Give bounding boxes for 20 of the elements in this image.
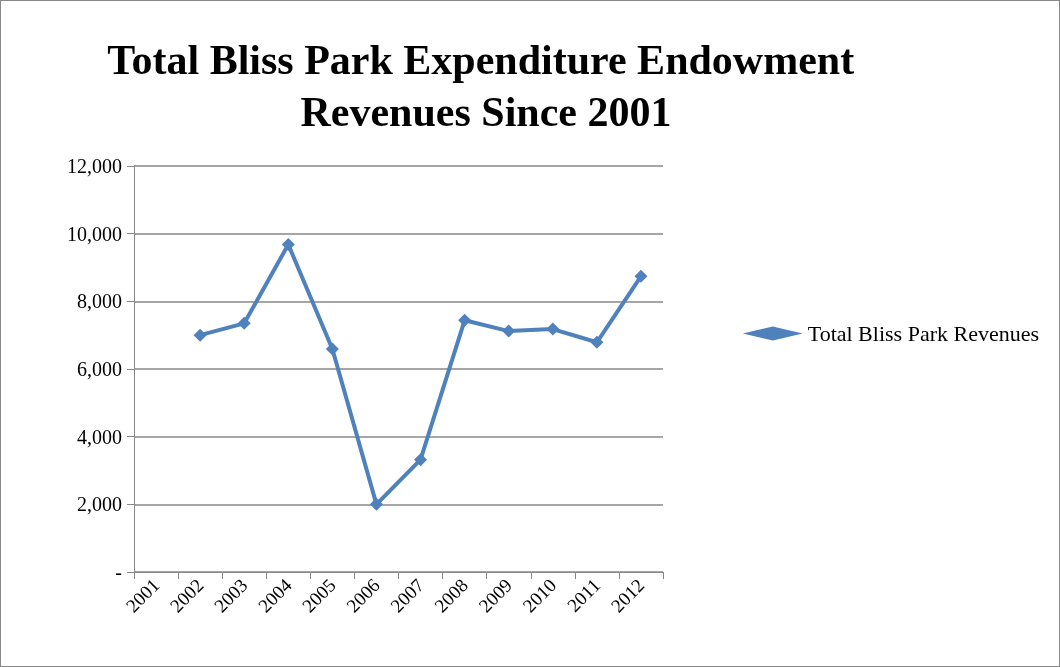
y-tick-label: 12,000 [67,155,122,177]
y-tick-label: 4,000 [77,425,122,448]
y-tick-label: 8,000 [77,290,122,313]
point [237,316,251,330]
y-tick-label: 6,000 [77,358,122,380]
point [369,497,383,511]
y-tick-label: 10,000 [67,222,122,245]
legend-label: Total Bliss Park Revenues [807,321,1040,346]
point [546,322,560,336]
point [458,313,472,327]
point [634,269,648,283]
point [502,324,516,338]
point [281,237,295,251]
point [414,453,428,467]
y-tick-label: 2,000 [77,493,122,516]
y-tick-label: - [115,561,122,583]
point [590,335,604,349]
chart-title: Total Bliss Park Expenditure Endowment Revenues Since 2001 [107,37,865,135]
point [325,342,339,356]
point [193,328,207,342]
